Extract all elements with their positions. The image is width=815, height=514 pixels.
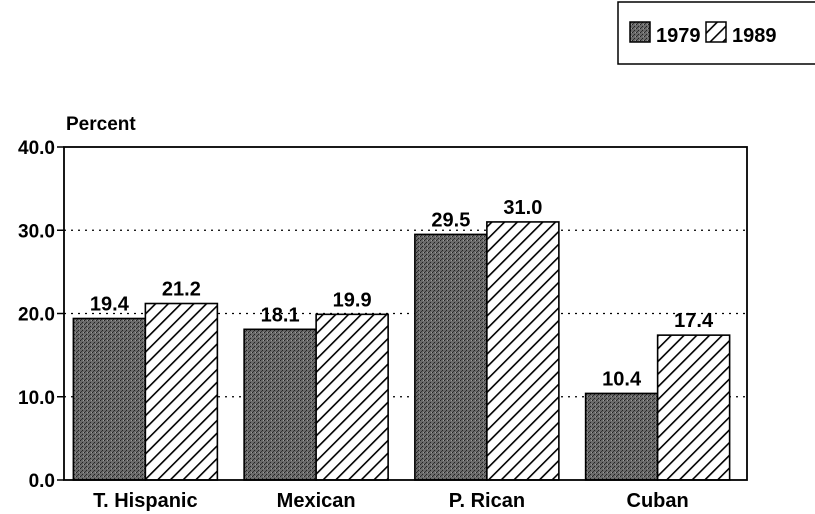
- data-label: 31.0: [503, 197, 542, 219]
- y-tick-label: 20.0: [18, 305, 55, 326]
- legend-label-1979: 1979: [656, 25, 701, 47]
- x-category-label: P. Rican: [449, 490, 525, 512]
- legend-swatch-1979: [629, 21, 651, 43]
- data-label: 19.9: [333, 289, 372, 311]
- legend-swatch-1989: [705, 21, 727, 43]
- x-category-label: T. Hispanic: [93, 490, 197, 512]
- bar-1989-0: [144, 302, 219, 481]
- bar-1979-0: [72, 317, 147, 481]
- y-axis-title: Percent: [66, 114, 136, 135]
- y-axis-ticks: 0.0 10.0 20.0 30.0 40.0: [18, 138, 64, 492]
- data-label: 19.4: [90, 293, 130, 315]
- legend-label-1989: 1989: [732, 25, 777, 47]
- data-label: 21.2: [162, 279, 201, 301]
- bar-1989-1: [315, 313, 389, 481]
- y-tick-label: 10.0: [18, 388, 55, 409]
- x-category-label: Cuban: [627, 490, 689, 512]
- data-labels: 19.4 21.2 18.1 19.9 29.5 31.0 10.4 17.4: [90, 197, 714, 390]
- bar-1979-3: [584, 392, 659, 481]
- data-label: 29.5: [431, 209, 470, 231]
- bars: [72, 221, 731, 481]
- y-tick-label: 40.0: [18, 138, 55, 159]
- bar-1989-2: [486, 221, 560, 481]
- y-tick-label: 30.0: [18, 221, 55, 242]
- x-axis-categories: T. Hispanic Mexican P. Rican Cuban: [93, 490, 689, 512]
- data-label: 17.4: [674, 310, 714, 332]
- bar-1979-2: [414, 233, 488, 481]
- legend: 1979 1989: [617, 1, 815, 65]
- y-tick-label: 0.0: [29, 471, 55, 492]
- bar-1979-1: [243, 328, 317, 481]
- bar-1989-3: [656, 334, 731, 481]
- data-label: 18.1: [261, 304, 300, 326]
- x-category-label: Mexican: [277, 490, 356, 512]
- data-label: 10.4: [602, 368, 642, 390]
